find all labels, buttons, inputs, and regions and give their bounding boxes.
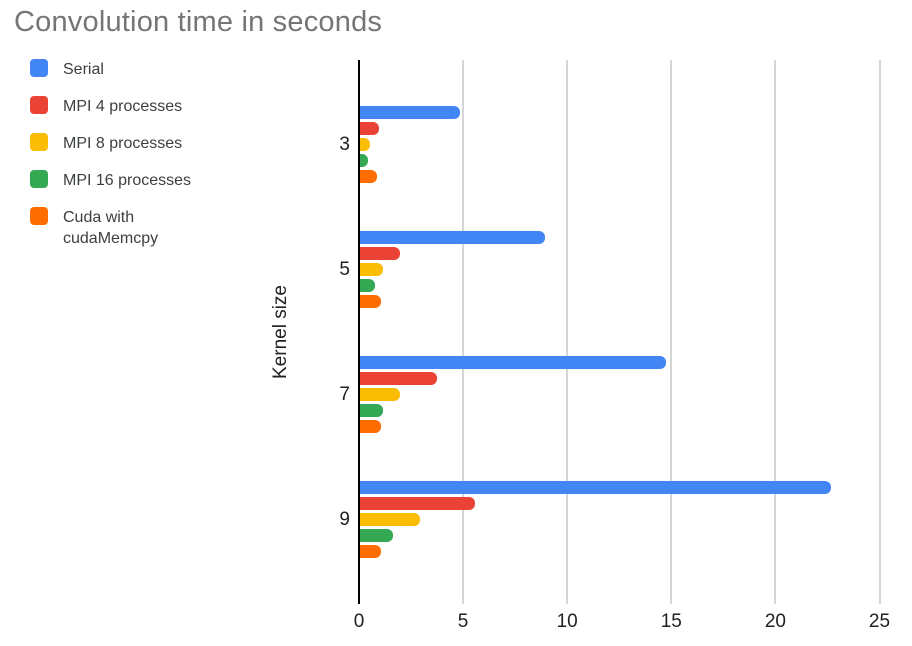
bar-serial-kernel-5 bbox=[360, 231, 546, 244]
legend-label: MPI 4 processes bbox=[63, 98, 183, 115]
legend-item-cuda-with-cudamemcpy: Cuda with cudaMemcpy bbox=[30, 207, 213, 249]
y-axis-title: Kernel size bbox=[270, 285, 291, 379]
bar-group-kernel-3 bbox=[360, 82, 900, 207]
category-label-9: 9 bbox=[339, 508, 350, 530]
bar-mpi-4-processes-kernel-7 bbox=[360, 372, 438, 385]
bar-serial-kernel-3 bbox=[360, 106, 460, 119]
legend-swatch-icon bbox=[30, 133, 48, 151]
bar-cuda-with-cudamemcpy-kernel-7 bbox=[360, 420, 381, 433]
chart-title: Convolution time in seconds bbox=[14, 6, 383, 38]
bar-serial-kernel-7 bbox=[360, 356, 667, 369]
legend-swatch-icon bbox=[30, 170, 48, 188]
bar-mpi-8-processes-kernel-7 bbox=[360, 388, 400, 401]
bar-mpi-4-processes-kernel-3 bbox=[360, 122, 379, 135]
x-axis-zero-line bbox=[358, 60, 360, 604]
legend-item-serial: Serial bbox=[30, 59, 213, 80]
x-tick-label-25: 25 bbox=[868, 611, 891, 632]
bar-mpi-4-processes-kernel-9 bbox=[360, 497, 475, 510]
bar-mpi-16-processes-kernel-3 bbox=[360, 154, 369, 167]
bar-mpi-16-processes-kernel-5 bbox=[360, 279, 375, 292]
bar-group-kernel-9 bbox=[360, 457, 900, 582]
bar-mpi-4-processes-kernel-5 bbox=[360, 247, 400, 260]
x-tick-label-10: 10 bbox=[556, 611, 578, 632]
bar-mpi-16-processes-kernel-9 bbox=[360, 529, 394, 542]
legend-label: Cuda with cudaMemcpy bbox=[63, 209, 159, 247]
gridline-20 bbox=[774, 60, 777, 604]
x-tick-label-0: 0 bbox=[353, 611, 365, 632]
x-tick-label-15: 15 bbox=[660, 611, 682, 632]
legend-swatch-icon bbox=[30, 96, 48, 114]
gridline-10 bbox=[566, 60, 569, 604]
x-tick-label-5: 5 bbox=[457, 611, 469, 632]
bar-cuda-with-cudamemcpy-kernel-3 bbox=[360, 170, 377, 183]
legend-label: MPI 8 processes bbox=[63, 135, 183, 152]
category-label-5: 5 bbox=[339, 258, 350, 280]
gridline-15 bbox=[670, 60, 673, 604]
bar-cuda-with-cudamemcpy-kernel-5 bbox=[360, 295, 381, 308]
gridline-5 bbox=[462, 60, 465, 604]
bar-mpi-8-processes-kernel-5 bbox=[360, 263, 383, 276]
legend-item-mpi-8-processes: MPI 8 processes bbox=[30, 133, 213, 154]
bar-group-kernel-7 bbox=[360, 332, 900, 457]
gridline-25 bbox=[878, 60, 881, 604]
legend-item-mpi-4-processes: MPI 4 processes bbox=[30, 96, 213, 117]
chart-legend: Serial MPI 4 processes MPI 8 processes MPI … bbox=[30, 59, 213, 249]
x-tick-label-20: 20 bbox=[764, 611, 786, 632]
legend-label: Serial bbox=[63, 61, 104, 78]
bar-mpi-16-processes-kernel-7 bbox=[360, 404, 383, 417]
legend-label: MPI 16 processes bbox=[63, 172, 192, 189]
bar-mpi-8-processes-kernel-9 bbox=[360, 513, 421, 526]
legend-swatch-icon bbox=[30, 59, 48, 77]
bar-mpi-8-processes-kernel-3 bbox=[360, 138, 371, 151]
bar-serial-kernel-9 bbox=[360, 481, 831, 494]
legend-swatch-icon bbox=[30, 207, 48, 225]
legend-item-mpi-16-processes: MPI 16 processes bbox=[30, 170, 213, 191]
category-label-7: 7 bbox=[339, 383, 350, 405]
category-label-3: 3 bbox=[339, 133, 350, 155]
bar-group-kernel-5 bbox=[360, 207, 900, 332]
bar-cuda-with-cudamemcpy-kernel-9 bbox=[360, 545, 381, 558]
